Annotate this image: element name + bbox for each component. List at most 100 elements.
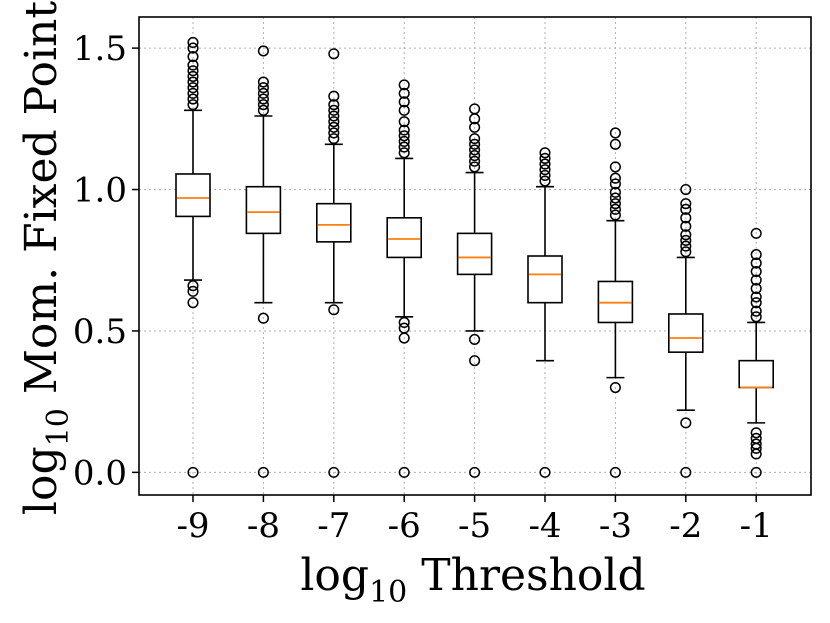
y-tick-label: 1.5: [73, 29, 127, 69]
outlier-point: [398, 130, 410, 142]
outlier-point: [187, 87, 199, 99]
outlier-point: [469, 355, 481, 367]
x-axis-label-log: log: [300, 550, 369, 601]
outlier-point: [680, 203, 692, 215]
outlier-point: [539, 169, 551, 181]
outlier-point: [398, 466, 410, 478]
x-axis-label-subscript: 10: [369, 575, 407, 610]
outlier-point: [398, 135, 410, 147]
outlier-point: [187, 65, 199, 77]
outlier-point: [609, 198, 621, 210]
outlier-point: [257, 45, 269, 57]
outlier-point: [328, 90, 340, 102]
outlier-point: [187, 93, 199, 105]
outlier-point: [750, 427, 762, 439]
outlier-point: [750, 297, 762, 309]
y-axis-label-log: log: [16, 446, 67, 515]
box--8: [245, 45, 282, 478]
box-body: [667, 313, 704, 353]
box-body: [527, 255, 563, 304]
outlier-point: [750, 305, 762, 317]
x-tick-label: -5: [458, 506, 491, 546]
outlier-point: [750, 432, 762, 444]
outlier-point: [328, 127, 340, 139]
outlier-point: [398, 79, 410, 91]
outlier-point: [187, 59, 199, 71]
x-axis-label-text: Threshold: [407, 550, 645, 601]
x-axis-label: log10 Threshold: [300, 550, 645, 610]
outlier-point: [257, 312, 269, 324]
outlier-point: [469, 155, 481, 167]
outlier-point: [680, 240, 692, 252]
outlier-point: [187, 42, 199, 54]
box--1: [738, 227, 775, 478]
box-body: [386, 217, 423, 259]
outlier-point: [398, 141, 410, 153]
y-axis-ticks: 0.0 0.5 1.0 1.5: [73, 29, 139, 493]
box--4: [527, 147, 563, 478]
outlier-point: [750, 257, 762, 269]
outlier-point: [750, 227, 762, 239]
outlier-point: [539, 164, 551, 176]
outlier-point: [398, 316, 410, 329]
outlier-point: [680, 229, 692, 241]
outlier-point: [750, 438, 762, 450]
y-axis-label-text: Mom. Fixed Point: [16, 1, 67, 409]
outlier-point: [398, 104, 410, 116]
outlier-point: [609, 203, 621, 215]
outlier-point: [398, 147, 410, 159]
outlier-point: [609, 192, 621, 204]
x-axis-ticks: -9 -8 -7 -6 -5 -4 -3 -2 -1: [176, 495, 773, 546]
box-body: [456, 232, 493, 276]
x-tick-label: -4: [528, 506, 561, 546]
outlier-point: [680, 183, 692, 196]
x-tick-label: -1: [740, 506, 773, 546]
outlier-point: [469, 144, 481, 156]
outlier-point: [680, 198, 692, 210]
outlier-point: [187, 285, 199, 297]
outlier-point: [328, 466, 340, 478]
box--9: [175, 36, 211, 478]
outlier-point: [187, 70, 199, 82]
outlier-point: [328, 99, 340, 111]
outlier-point: [257, 76, 269, 88]
outlier-point: [398, 322, 410, 334]
outlier-point: [750, 282, 762, 295]
box--5: [456, 103, 493, 478]
outlier-point: [257, 87, 269, 99]
box-body: [245, 185, 282, 235]
outlier-point: [187, 76, 199, 88]
outlier-point: [328, 104, 340, 116]
outlier-point: [328, 133, 340, 145]
outlier-point: [398, 96, 410, 108]
outlier-point: [469, 466, 481, 478]
outlier-point: [328, 116, 340, 128]
outlier-point: [398, 124, 410, 136]
outlier-point: [750, 311, 762, 323]
outlier-point: [750, 466, 762, 478]
outlier-point: [609, 466, 621, 478]
outlier-point: [398, 87, 410, 99]
box--2: [667, 183, 704, 478]
outlier-point: [609, 381, 621, 394]
outlier-point: [328, 48, 340, 60]
y-axis-label: log10 Mom. Fixed Point: [16, 1, 76, 515]
x-tick-label: -6: [388, 506, 421, 546]
outlier-point: [328, 110, 340, 122]
outlier-point: [680, 212, 692, 224]
outlier-point: [469, 138, 481, 150]
outlier-point: [680, 220, 692, 232]
x-tick-label: -3: [599, 506, 632, 546]
box-body: [315, 202, 352, 243]
x-tick-label: -2: [669, 506, 702, 546]
outlier-point: [680, 246, 692, 258]
outlier-point: [609, 209, 621, 221]
box-body: [738, 359, 775, 389]
box--7: [315, 48, 352, 478]
box--3: [597, 127, 634, 478]
outlier-point: [750, 274, 762, 286]
box-plot-series: [175, 36, 775, 478]
outlier-point: [469, 161, 481, 173]
outlier-point: [609, 138, 621, 150]
